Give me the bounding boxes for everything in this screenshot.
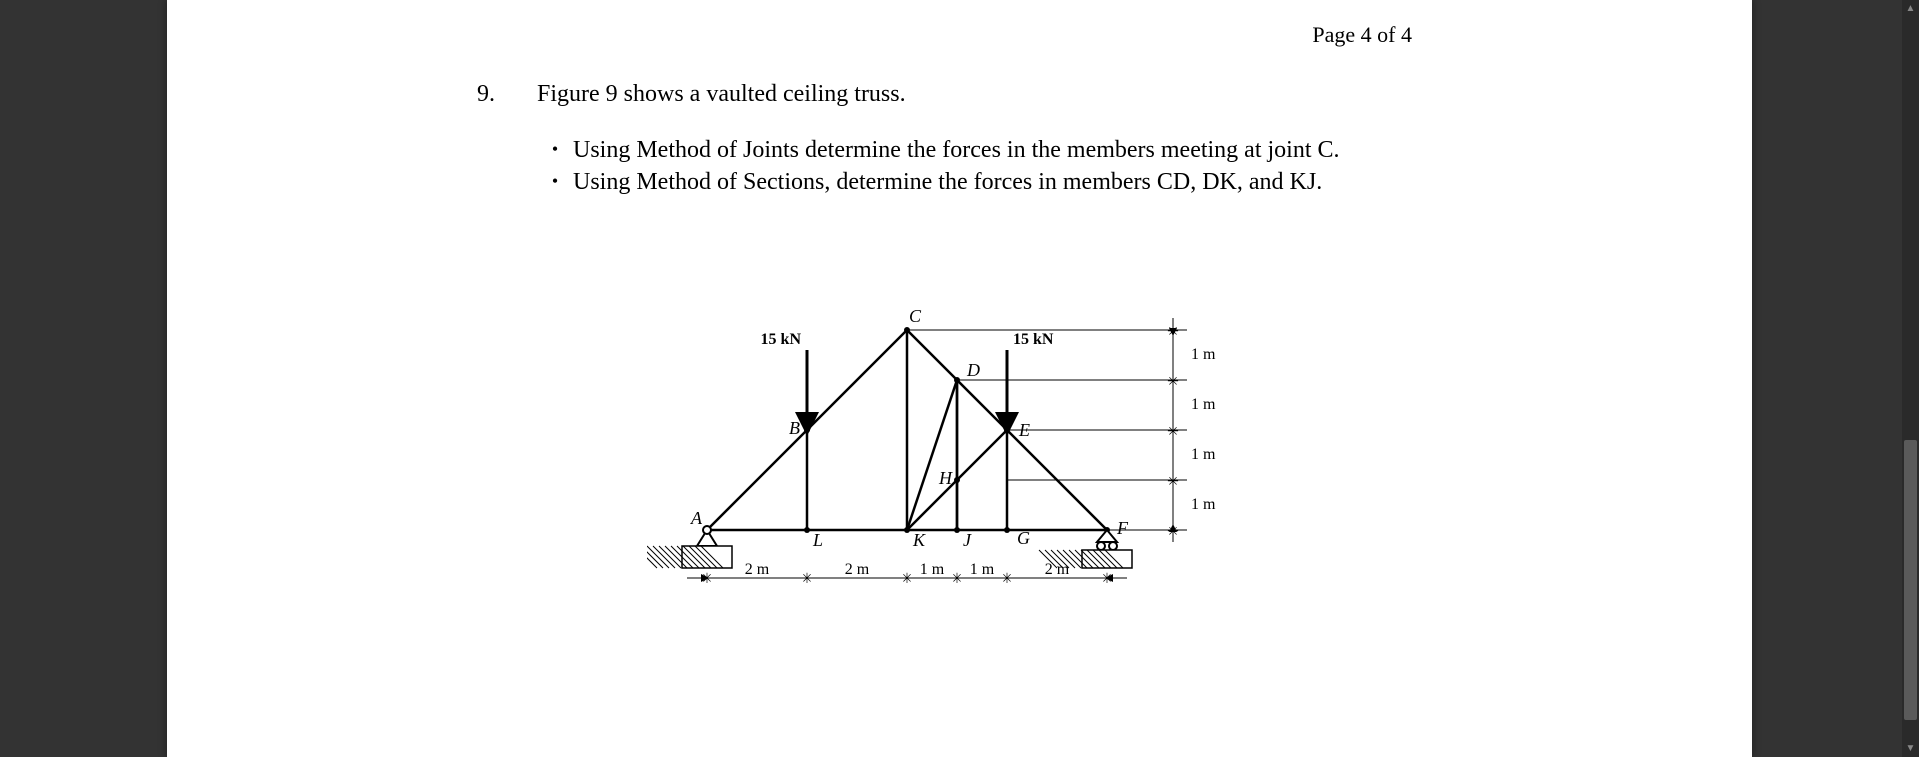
svg-text:1 m: 1 m bbox=[1191, 396, 1216, 413]
svg-text:B: B bbox=[789, 418, 800, 438]
question-number: 9. bbox=[477, 78, 537, 112]
figure-truss: A L K J G F B C D E H 15 kN 15 kN ✳ 2 m ✳ 2 m ✳ 1 m ✳ 1 m ✳ 2 … bbox=[647, 300, 1247, 620]
bullet-item: • Using Method of Sections, determine th… bbox=[537, 166, 1397, 198]
pdf-viewer: Page 4 of 4 9. Figure 9 shows a vaulted … bbox=[0, 0, 1919, 757]
bullet-text: Using Method of Joints determine the for… bbox=[573, 134, 1397, 166]
bullet-marker: • bbox=[537, 166, 573, 198]
svg-text:L: L bbox=[812, 530, 823, 550]
scroll-up-arrow-icon[interactable]: ▲ bbox=[1902, 0, 1919, 17]
svg-text:1 m: 1 m bbox=[970, 561, 995, 578]
svg-text:✳: ✳ bbox=[701, 572, 713, 587]
page-indicator: Page 4 of 4 bbox=[1312, 22, 1412, 48]
svg-text:F: F bbox=[1116, 518, 1129, 538]
svg-text:1 m: 1 m bbox=[920, 561, 945, 578]
scroll-down-arrow-icon[interactable]: ▼ bbox=[1902, 740, 1919, 757]
svg-text:H: H bbox=[938, 468, 953, 488]
document-page: Page 4 of 4 9. Figure 9 shows a vaulted … bbox=[167, 0, 1752, 757]
svg-text:A: A bbox=[690, 508, 703, 528]
question-content: 9. Figure 9 shows a vaulted ceiling trus… bbox=[477, 78, 1397, 198]
svg-text:✳: ✳ bbox=[801, 572, 813, 587]
svg-text:K: K bbox=[912, 530, 926, 550]
truss-svg: A L K J G F B C D E H 15 kN 15 kN ✳ 2 m ✳ 2 m ✳ 1 m ✳ 1 m ✳ 2 … bbox=[647, 300, 1247, 620]
svg-text:J: J bbox=[963, 530, 972, 550]
svg-text:✳: ✳ bbox=[951, 572, 963, 587]
svg-text:2 m: 2 m bbox=[1045, 561, 1070, 578]
question-bullets: • Using Method of Joints determine the f… bbox=[537, 134, 1397, 199]
bullet-marker: • bbox=[537, 134, 573, 166]
question-row: 9. Figure 9 shows a vaulted ceiling trus… bbox=[477, 78, 1397, 112]
svg-text:1 m: 1 m bbox=[1191, 346, 1216, 363]
svg-text:2 m: 2 m bbox=[745, 561, 770, 578]
svg-text:C: C bbox=[909, 306, 922, 326]
svg-text:✳: ✳ bbox=[901, 572, 913, 587]
svg-text:✳: ✳ bbox=[1101, 572, 1113, 587]
svg-text:1 m: 1 m bbox=[1191, 446, 1216, 463]
svg-text:1 m: 1 m bbox=[1191, 496, 1216, 513]
question-prompt: Figure 9 shows a vaulted ceiling truss. bbox=[537, 78, 1397, 112]
bullet-item: • Using Method of Joints determine the f… bbox=[537, 134, 1397, 166]
scroll-thumb[interactable] bbox=[1904, 440, 1917, 720]
bullet-text: Using Method of Sections, determine the … bbox=[573, 166, 1397, 198]
svg-text:E: E bbox=[1018, 420, 1030, 440]
vertical-scrollbar[interactable]: ▲ ▼ bbox=[1902, 0, 1919, 757]
svg-text:2 m: 2 m bbox=[845, 561, 870, 578]
svg-text:✳: ✳ bbox=[1001, 572, 1013, 587]
svg-text:G: G bbox=[1017, 528, 1030, 548]
svg-text:15 kN: 15 kN bbox=[761, 331, 802, 348]
svg-text:D: D bbox=[966, 360, 980, 380]
svg-text:15 kN: 15 kN bbox=[1013, 331, 1054, 348]
